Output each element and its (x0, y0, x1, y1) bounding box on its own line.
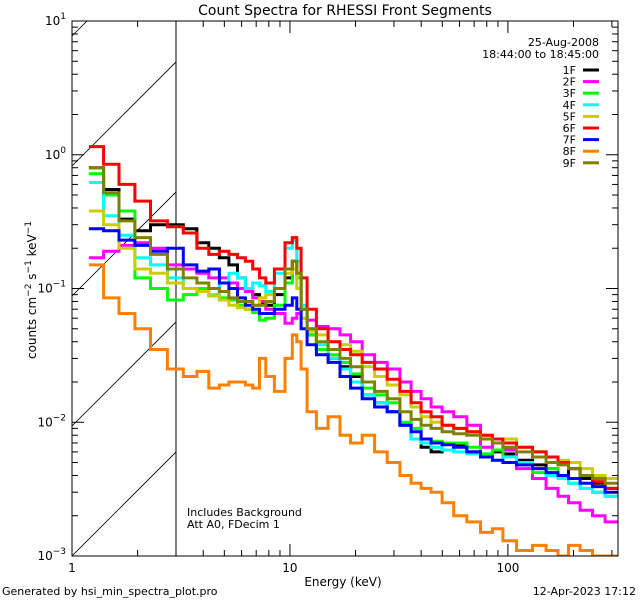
y-axis-label-exp3: −1 (24, 221, 34, 234)
y-axis-label: counts cm−2 s−1 keV−1 (24, 221, 39, 359)
y-axis-ticks (72, 26, 618, 517)
y-tick-label-base: 10 (37, 282, 52, 296)
legend-label-2F: 2F (563, 76, 576, 89)
series-line-9F (88, 166, 618, 485)
y-tick-label-exp: 1 (60, 12, 66, 22)
series-curves (88, 145, 618, 556)
y-tick-label-base: 10 (37, 549, 52, 563)
date-label: 25-Aug-2008 (528, 36, 599, 49)
y-axis-label-exp1: −2 (24, 284, 34, 297)
x-tick-label: 100 (496, 561, 519, 575)
x-axis-label: Energy (keV) (304, 575, 381, 589)
y-tick-label-exp: −3 (53, 547, 66, 557)
x-axis-ticks (137, 21, 613, 556)
hatch-line (202, 101, 332, 231)
series-line-6F (88, 145, 618, 490)
series-line-1F (88, 166, 618, 490)
legend-label-1F: 1F (563, 64, 576, 77)
series-line-8F (88, 263, 618, 556)
y-tick-label: 100 (45, 146, 66, 162)
legend-label-6F: 6F (563, 122, 576, 135)
y-tick-label-base: 10 (45, 14, 60, 28)
chart-title: Count Spectra for RHESSI Front Segments (198, 3, 492, 19)
legend-label-5F: 5F (563, 110, 576, 123)
legend-label-9F: 9F (563, 157, 576, 170)
annotation-background: Includes Background (187, 506, 302, 519)
x-axis-tick-labels: 1 10 100 (68, 561, 519, 575)
y-tick-label-base: 10 (45, 148, 60, 162)
y-tick-label: 10−3 (37, 547, 66, 563)
y-axis-label-kev: keV (25, 233, 39, 260)
legend-label-7F: 7F (563, 134, 576, 147)
hatch-line (72, 451, 176, 556)
y-tick-label-exp: 0 (60, 146, 66, 156)
legend-label-3F: 3F (563, 87, 576, 100)
annotation-attenuator: Att A0, FDecim 1 (187, 518, 280, 531)
legend-label-4F: 4F (563, 99, 576, 112)
series-line-4F (88, 181, 618, 498)
hatch-line (202, 361, 332, 491)
time-range-label: 18:44:00 to 18:45:00 (482, 48, 599, 61)
hatch-line (72, 321, 176, 427)
x-tick-label: 10 (282, 561, 297, 575)
hatch-line (72, 61, 176, 167)
y-tick-label: 101 (45, 12, 66, 28)
footer-generated-by: Generated by hsi_min_spectra_plot.pro (2, 585, 218, 598)
y-tick-label: 10−1 (37, 280, 66, 296)
y-tick-label-exp: −1 (53, 280, 66, 290)
footer-timestamp: 12-Apr-2023 17:12 (533, 585, 636, 598)
y-tick-label: 10−2 (37, 413, 66, 429)
y-tick-label-base: 10 (37, 415, 52, 429)
y-axis-label-base: counts cm (25, 297, 39, 359)
hatch-line (72, 21, 88, 37)
y-axis-label-s: s (25, 273, 39, 283)
series-line-7F (88, 227, 618, 494)
x-tick-label: 1 (68, 561, 76, 575)
y-tick-label-exp: −2 (53, 413, 66, 423)
legend-label-8F: 8F (563, 145, 576, 158)
y-axis-label-exp2: −1 (24, 260, 34, 273)
